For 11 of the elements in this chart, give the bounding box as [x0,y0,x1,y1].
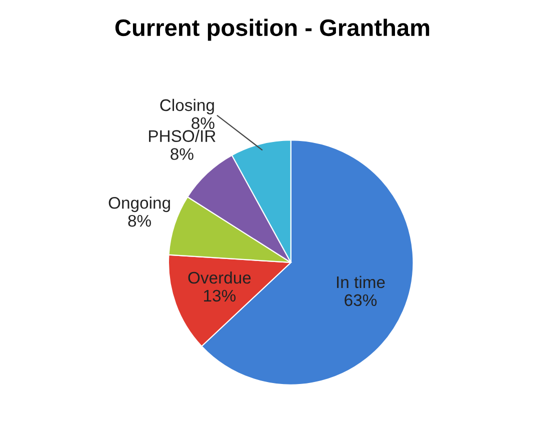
data-label: 8% [128,214,151,227]
slice-label: In time [337,276,385,288]
slice-label: Closing [160,98,214,114]
chart-title: Current position - Grantham [115,18,430,41]
data-label: 8% [170,148,194,160]
data-label: 63% [344,294,377,306]
data-label: 13% [204,290,236,302]
slice-label: PHSO/IR [149,130,216,142]
data-label: 8% [192,117,214,130]
slice-label: Ongoing [108,196,170,212]
slice-label: Overdue [188,271,251,284]
